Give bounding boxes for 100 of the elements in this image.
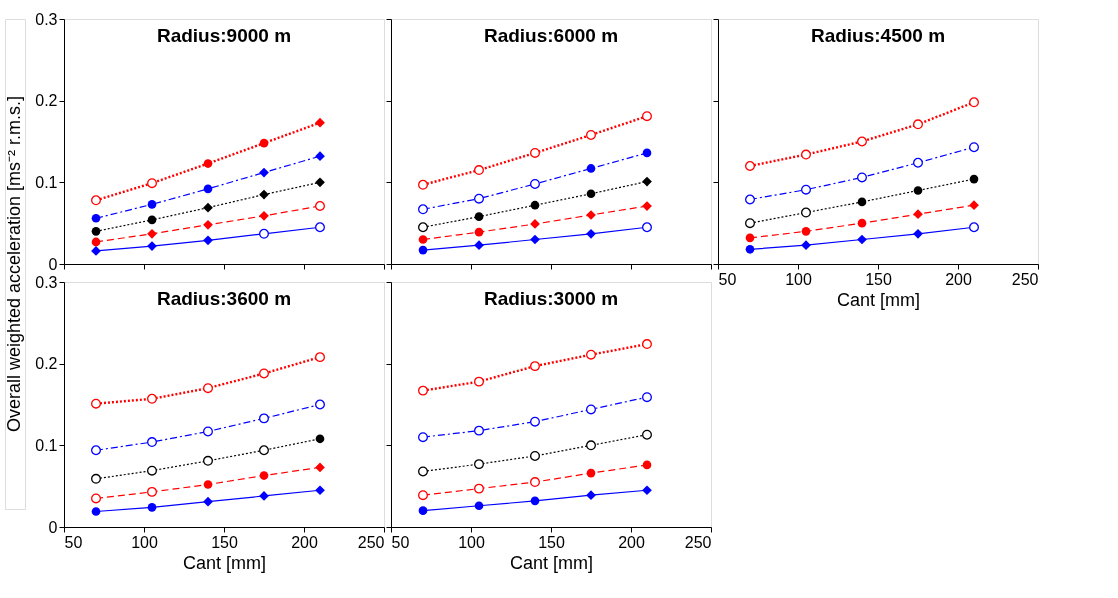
point: [315, 177, 325, 188]
point: [586, 130, 596, 140]
point: [530, 147, 540, 158]
point: [642, 148, 652, 158]
point: [315, 352, 325, 363]
point: [474, 376, 484, 387]
point: [530, 200, 540, 210]
point: [642, 392, 652, 403]
point: [586, 228, 596, 239]
point: [315, 399, 325, 410]
x-tick-label: 250: [1011, 270, 1039, 288]
point: [969, 222, 979, 233]
y-axis-title: Overall weighted acceleration [ms⁻² r.m.s.]: [4, 95, 24, 433]
point: [315, 434, 325, 444]
point: [801, 207, 811, 218]
x-axis-title: Cant [mm]: [182, 552, 267, 573]
point: [745, 161, 755, 171]
y-tick-label: 0: [48, 255, 58, 273]
point: [969, 97, 979, 108]
point: [801, 240, 811, 251]
point: [259, 228, 269, 239]
point: [642, 339, 652, 350]
point: [203, 159, 213, 168]
point: [642, 222, 652, 233]
x-tick-label: 50: [718, 270, 737, 288]
point: [91, 445, 101, 456]
point: [147, 228, 157, 239]
point: [642, 429, 652, 440]
point: [203, 480, 213, 489]
point: [147, 465, 157, 476]
point: [745, 218, 755, 229]
point: [259, 413, 269, 424]
point: [315, 462, 325, 473]
point: [474, 227, 484, 237]
point: [642, 111, 652, 122]
point: [969, 142, 979, 153]
point: [418, 432, 428, 443]
point: [315, 201, 325, 211]
point: [745, 233, 755, 243]
x-tick-label: 200: [291, 533, 318, 551]
point: [147, 503, 157, 512]
x-tick-label: 50: [64, 533, 83, 551]
point: [530, 450, 540, 461]
point: [801, 184, 811, 195]
x-tick-label: 100: [131, 533, 158, 551]
point: [642, 485, 652, 496]
point: [315, 117, 325, 128]
point: [203, 219, 213, 230]
point: [530, 234, 540, 245]
chart-title: Radius:3600 m: [156, 288, 292, 309]
point: [259, 167, 269, 178]
point: [642, 460, 652, 470]
point: [530, 477, 540, 488]
point: [857, 218, 867, 228]
point: [91, 213, 101, 223]
point: [857, 136, 867, 147]
point: [474, 425, 484, 436]
point: [91, 473, 101, 484]
point: [147, 437, 157, 448]
point: [91, 507, 101, 516]
point: [91, 227, 101, 236]
point: [203, 383, 213, 394]
point: [147, 393, 157, 404]
point: [642, 176, 652, 187]
point: [259, 189, 269, 200]
point: [91, 493, 101, 504]
point: [586, 490, 596, 501]
point: [315, 222, 325, 233]
point: [147, 200, 157, 209]
point: [147, 215, 157, 225]
point: [259, 210, 269, 221]
point: [474, 212, 484, 221]
point: [418, 179, 428, 190]
x-tick-label: 150: [211, 533, 238, 551]
point: [203, 184, 213, 194]
point: [259, 368, 269, 379]
point: [91, 237, 101, 247]
point: [801, 227, 811, 236]
x-tick-label: 250: [357, 533, 385, 551]
point: [530, 179, 540, 189]
x-tick-label: 200: [618, 533, 645, 551]
y-tick-label: 0.1: [35, 173, 58, 191]
point: [586, 349, 596, 360]
y-tick-label: 0.1: [35, 436, 58, 454]
x-axis-title: Cant [mm]: [836, 289, 921, 310]
y-tick-label: 0.3: [35, 10, 58, 28]
point: [315, 485, 325, 496]
x-axis-title: Cant [mm]: [509, 552, 594, 573]
point: [418, 506, 428, 515]
point: [801, 149, 811, 160]
point: [586, 189, 596, 199]
point: [147, 486, 157, 497]
point: [259, 445, 269, 456]
point: [913, 228, 923, 239]
point: [203, 426, 213, 437]
x-tick-label: 200: [945, 270, 972, 288]
point: [474, 501, 484, 511]
point: [586, 468, 596, 478]
point: [913, 186, 923, 195]
point: [857, 197, 867, 207]
